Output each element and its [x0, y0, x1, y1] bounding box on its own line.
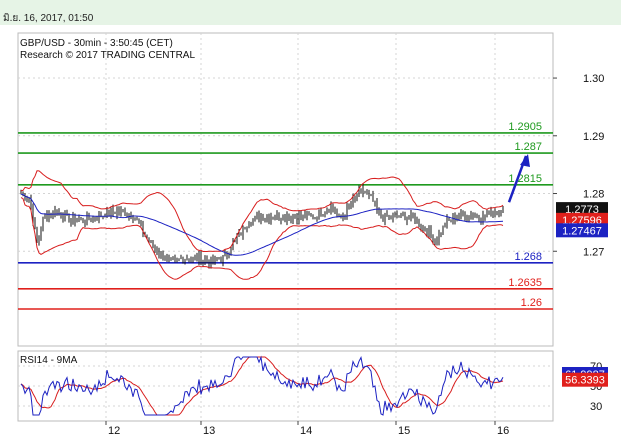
bollinger-lower	[20, 197, 504, 280]
level-label: 1.268	[514, 251, 542, 263]
y-tick-label: 1.28	[583, 189, 604, 201]
level-label: 1.2635	[508, 277, 542, 289]
price-tag	[556, 202, 608, 217]
level-lines: 1.2905 1.287 1.2815 1.268 1.2635 1.26	[18, 121, 553, 310]
bollinger-upper	[20, 170, 504, 252]
grid	[18, 33, 553, 421]
y-tick-label: 1.30	[583, 73, 604, 85]
x-tick-label: 12	[108, 425, 120, 437]
chart-title: GBP/USD - 30min - 3:50:45 (CET)	[20, 38, 173, 49]
moving-average	[20, 193, 504, 256]
level-label: 1.2815	[508, 173, 542, 185]
level-label: 1.287	[514, 141, 542, 153]
price-panel	[17, 32, 554, 347]
x-tick-label: 16	[497, 425, 509, 437]
y-tick-label: 1.29	[583, 131, 604, 143]
rsi-ma-line	[20, 356, 504, 416]
x-tick-label: 14	[300, 425, 312, 437]
price-series	[20, 153, 530, 280]
price-tag	[556, 223, 608, 238]
timestamp-label: มิ.ย. 16, 2017, 01:50	[3, 13, 94, 24]
level-label: 1.26	[521, 297, 542, 309]
level-label: 1.2905	[508, 121, 542, 133]
y-tick-label: 1.27	[583, 246, 604, 258]
rsi-line	[20, 355, 504, 416]
rsi-series	[20, 355, 504, 416]
chart-subtitle: Research © 2017 TRADING CENTRAL	[20, 50, 195, 61]
x-tick-label: 15	[398, 425, 410, 437]
header-bar: มิ.ย. 16, 2017, 01:50	[0, 0, 621, 25]
x-tick-label: 13	[203, 425, 215, 437]
rsi-tick-label: 30	[590, 401, 602, 413]
projection-arrowhead	[520, 153, 530, 167]
rsi-tag-label: 56.3393	[565, 375, 605, 387]
rsi-tag	[562, 372, 608, 387]
rsi-title: RSI14 - 9MA	[20, 355, 78, 366]
price-tag-label: 1.27467	[562, 225, 602, 237]
